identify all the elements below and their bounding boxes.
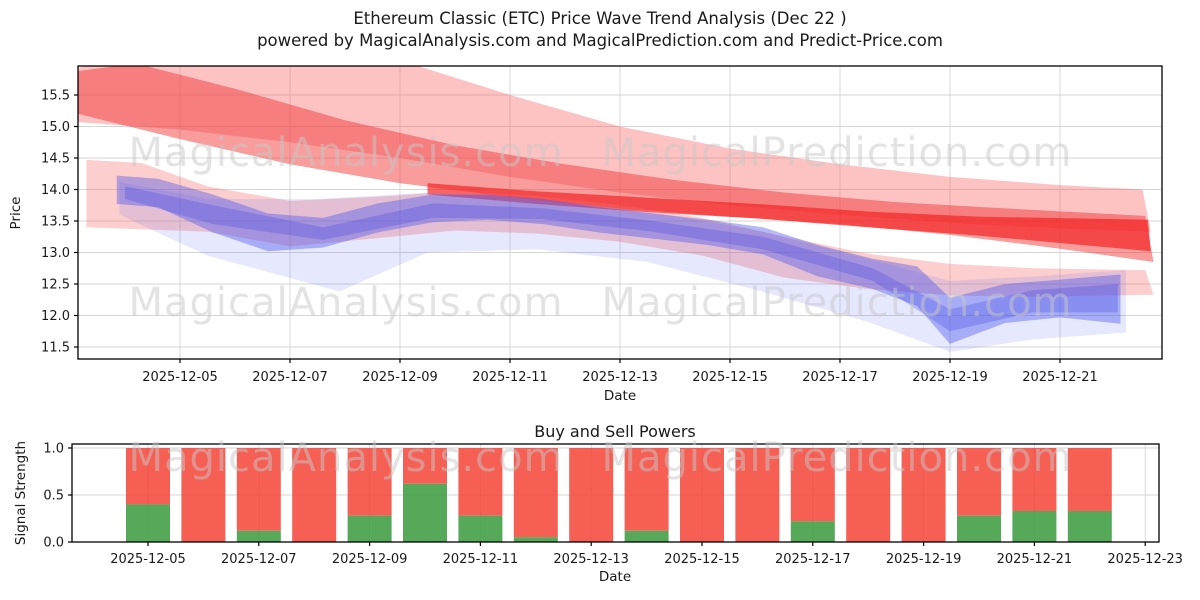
tick-label: 0.5 <box>43 489 64 504</box>
buy-bar-segment <box>126 504 170 542</box>
watermark-prediction-row3: MagicalPrediction.com <box>602 435 1073 481</box>
tick-label: 2025-12-15 <box>664 552 740 567</box>
watermark-prediction-row2: MagicalPrediction.com <box>602 280 1073 326</box>
tick-label: 1.0 <box>43 442 64 457</box>
buy-bar-segment <box>624 530 669 542</box>
tick-label: 2025-12-21 <box>997 552 1073 567</box>
sell-bar-segment <box>1012 448 1057 511</box>
sell-bar-segment <box>403 448 447 484</box>
tick-label: 2025-12-15 <box>692 370 768 385</box>
sell-bar-segment <box>236 448 281 531</box>
price-x-axis-label: Date <box>604 388 636 404</box>
sell-bar-segment <box>513 448 558 538</box>
sell-bar-segment <box>292 448 337 542</box>
sell-bar-segment <box>901 448 946 542</box>
sell-bar-segment <box>624 448 669 531</box>
wave-band-blue <box>116 175 1121 344</box>
tick-label: 2025-12-07 <box>221 552 297 567</box>
tick-label: 2025-12-13 <box>553 552 629 567</box>
sell-bar-segment <box>458 448 503 516</box>
watermark-analysis-row3: MagicalAnalysis.com <box>128 435 563 481</box>
buy-bar-segment <box>1067 510 1112 542</box>
tick-label: 2025-12-09 <box>332 552 408 567</box>
tick-label: 2025-12-11 <box>443 552 519 567</box>
tick-label: 0.0 <box>43 536 64 551</box>
power-chart-title: Buy and Sell Powers <box>534 422 696 441</box>
tick-label: 15.5 <box>41 89 70 104</box>
sell-bar-segment <box>680 448 724 542</box>
buy-bar-segment <box>957 515 1001 542</box>
buy-sell-bars <box>126 448 1112 542</box>
tick-label: 2025-12-09 <box>362 370 438 385</box>
tick-label: 13.5 <box>41 215 70 230</box>
tick-label: 12.5 <box>41 278 70 293</box>
tick-label: 2025-12-05 <box>142 370 218 385</box>
wave-envelope-blue <box>119 181 1126 353</box>
tick-label: 2025-12-17 <box>775 552 851 567</box>
tick-label: 2025-12-23 <box>1107 552 1183 567</box>
sell-bar-segment <box>957 448 1001 516</box>
figure-subtitle: powered by MagicalAnalysis.com and Magic… <box>257 31 943 50</box>
buy-bar-segment <box>236 530 281 542</box>
trend-channel-light <box>78 66 1151 232</box>
buy-bar-segment <box>1012 510 1057 542</box>
support-envelope-pink <box>86 159 1154 297</box>
watermark-prediction-row1: MagicalPrediction.com <box>602 130 1073 176</box>
tick-label: 11.5 <box>41 341 70 356</box>
tick-label: 14.5 <box>41 152 70 167</box>
sell-bar-segment <box>790 448 835 522</box>
sell-bar-segment <box>735 448 780 542</box>
buy-bar-segment <box>458 515 503 542</box>
tick-label: 12.0 <box>41 309 70 324</box>
sell-bar-segment <box>347 448 392 516</box>
tick-label: 2025-12-11 <box>472 370 548 385</box>
watermark-analysis-row2: MagicalAnalysis.com <box>128 280 563 326</box>
sell-bar-segment <box>1067 448 1112 511</box>
power-x-axis-label: Date <box>599 569 631 585</box>
buy-bar-segment <box>403 483 447 542</box>
tick-label: 14.0 <box>41 183 70 198</box>
price-y-axis-label: Price <box>8 197 24 230</box>
tick-label: 2025-12-13 <box>582 370 658 385</box>
power-y-axis-label: Signal Strength <box>13 441 29 545</box>
tick-label: 13.0 <box>41 246 70 261</box>
buy-bar-segment <box>513 537 558 542</box>
power-axes-frame <box>71 443 1160 543</box>
sell-bar-segment <box>181 448 226 542</box>
tick-label: 2025-12-17 <box>802 370 878 385</box>
tick-labels: 15.5 15.0 14.5 14.0 13.5 13.0 12.5 12.0 11.5 2025… <box>41 89 1183 568</box>
trend-core-red <box>427 183 1151 252</box>
tick-label: 2025-12-07 <box>252 370 328 385</box>
tick-label: 2025-12-05 <box>110 552 186 567</box>
sell-bar-segment <box>846 448 891 542</box>
tick-label: 15.0 <box>41 120 70 135</box>
watermark-analysis-row1: MagicalAnalysis.com <box>128 130 563 176</box>
tick-marks <box>68 94 1146 546</box>
buy-bar-segment <box>347 515 392 542</box>
sell-bar-segment <box>126 448 170 505</box>
tick-label: 2025-12-21 <box>1022 370 1098 385</box>
buy-bar-segment <box>790 521 835 542</box>
tick-label: 2025-12-19 <box>912 370 988 385</box>
sell-bar-segment <box>569 448 614 542</box>
wave-core-blue <box>125 186 1118 332</box>
tick-label: 2025-12-19 <box>886 552 962 567</box>
figure-title: Ethereum Classic (ETC) Price Wave Trend … <box>353 9 846 28</box>
price-wave-bands <box>78 66 1154 353</box>
